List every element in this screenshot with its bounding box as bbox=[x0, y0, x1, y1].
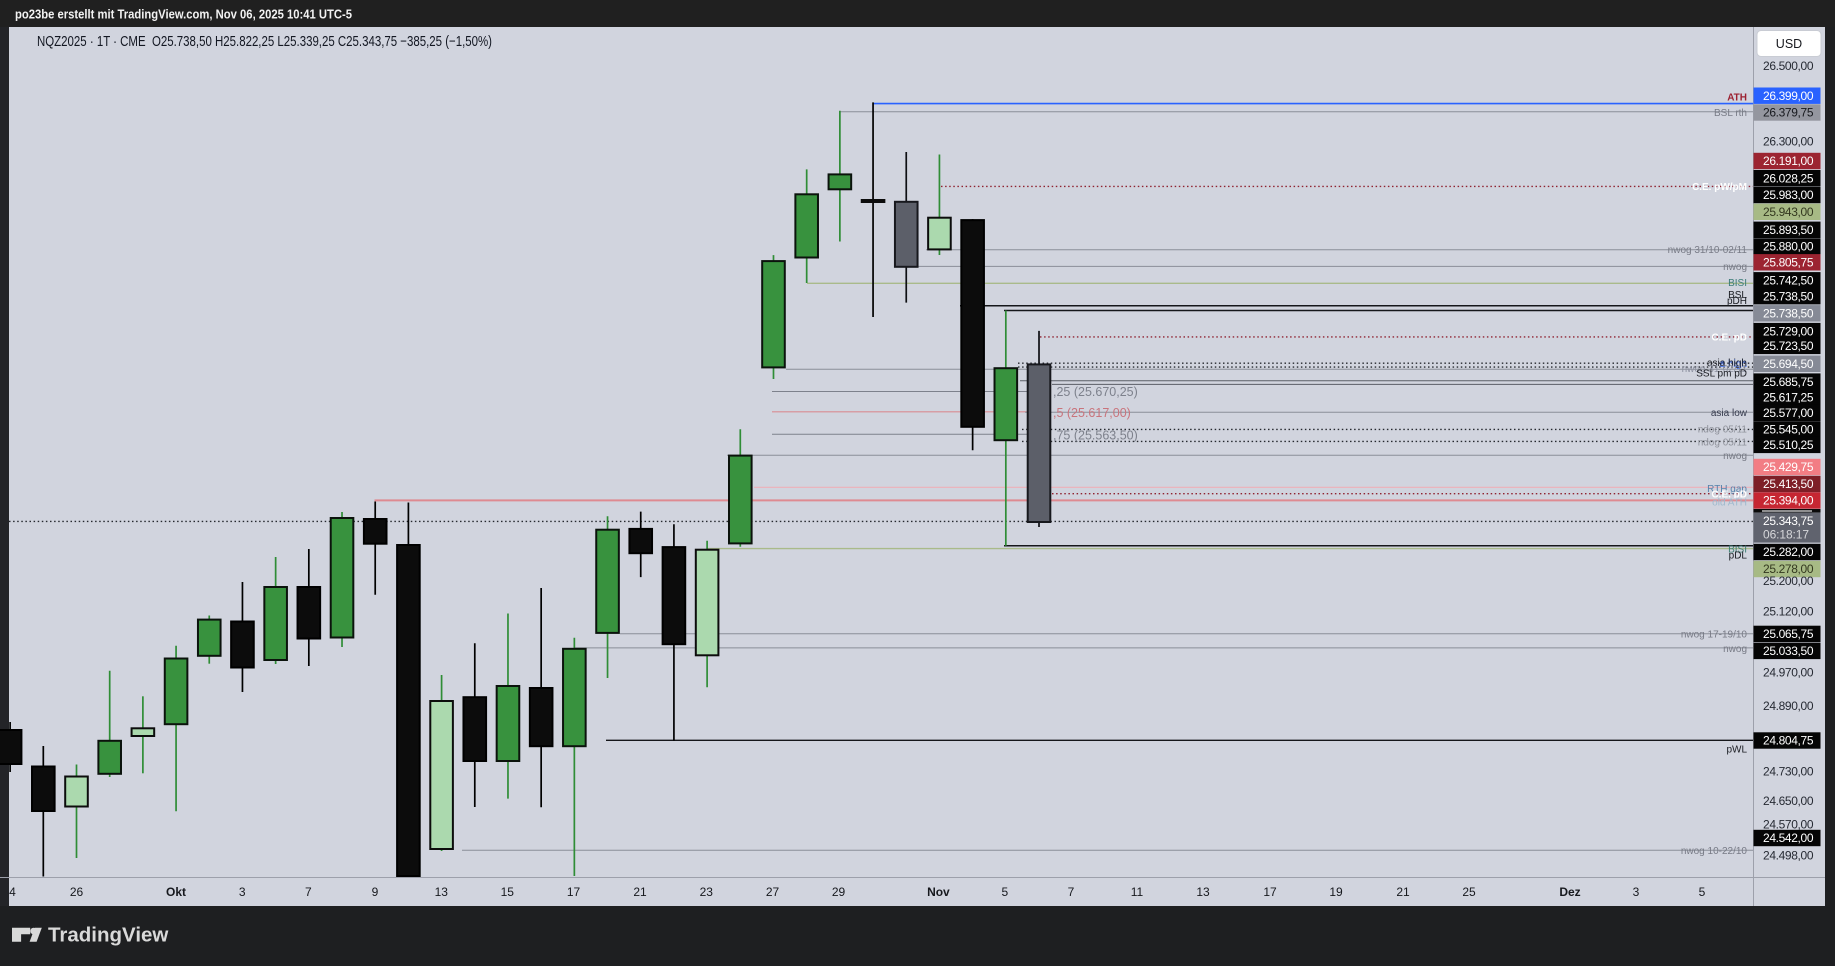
svg-text:25.545,00: 25.545,00 bbox=[1763, 423, 1814, 437]
svg-text:7: 7 bbox=[1068, 885, 1075, 899]
svg-text:26.379,75: 26.379,75 bbox=[1763, 106, 1814, 120]
svg-text:pWL: pWL bbox=[1726, 745, 1747, 756]
svg-text:po23be erstellt mit TradingVie: po23be erstellt mit TradingView.com, Nov… bbox=[15, 7, 352, 22]
svg-text:24.498,00: 24.498,00 bbox=[1763, 849, 1814, 863]
svg-text:25.805,75: 25.805,75 bbox=[1763, 256, 1814, 270]
svg-text:nwog: nwog bbox=[1723, 451, 1747, 462]
svg-text:,25 (25.670,25): ,25 (25.670,25) bbox=[1053, 385, 1138, 399]
svg-text:,75 (25.563,50): ,75 (25.563,50) bbox=[1053, 429, 1138, 443]
svg-text:C.E. pD: C.E. pD bbox=[1711, 332, 1747, 343]
svg-text:26.191,00: 26.191,00 bbox=[1763, 154, 1814, 168]
svg-text:25.120,00: 25.120,00 bbox=[1763, 605, 1814, 619]
svg-text:nwog 31/10-02/11: nwog 31/10-02/11 bbox=[1668, 245, 1748, 256]
svg-text:26.300,00: 26.300,00 bbox=[1763, 135, 1814, 149]
svg-text:BSL rth: BSL rth bbox=[1714, 108, 1747, 119]
svg-text:25: 25 bbox=[1462, 885, 1476, 899]
svg-text:25.729,00: 25.729,00 bbox=[1763, 324, 1814, 338]
svg-text:06:18:17: 06:18:17 bbox=[1763, 527, 1809, 541]
svg-text:7: 7 bbox=[305, 885, 312, 899]
svg-text:26.500,00: 26.500,00 bbox=[1763, 59, 1814, 73]
svg-text:ndog 05/11: ndog 05/11 bbox=[1698, 424, 1748, 435]
svg-text:USD: USD bbox=[1776, 37, 1802, 51]
svg-text:old ATH: old ATH bbox=[1712, 497, 1747, 508]
svg-text:SSL pm pD: SSL pm pD bbox=[1696, 368, 1747, 379]
svg-text:24.804,75: 24.804,75 bbox=[1763, 734, 1814, 748]
svg-text:25.413,50: 25.413,50 bbox=[1763, 477, 1814, 491]
svg-text:25.429,75: 25.429,75 bbox=[1763, 460, 1814, 474]
svg-text:asia high: asia high bbox=[1707, 358, 1747, 369]
svg-text:BISI: BISI bbox=[1728, 545, 1747, 556]
svg-text:21: 21 bbox=[633, 885, 647, 899]
svg-text:27: 27 bbox=[766, 885, 780, 899]
svg-text:4: 4 bbox=[9, 885, 16, 899]
svg-text:11: 11 bbox=[1131, 885, 1144, 899]
svg-text:25.033,50: 25.033,50 bbox=[1763, 644, 1814, 658]
svg-text:25.394,00: 25.394,00 bbox=[1763, 494, 1814, 508]
svg-text:pDH: pDH bbox=[1727, 296, 1747, 307]
svg-text:nwog 17-19/10: nwog 17-19/10 bbox=[1681, 629, 1748, 640]
svg-text:nwog 31-02/11: nwog 31-02/11 bbox=[1682, 364, 1748, 375]
svg-text:17: 17 bbox=[1263, 885, 1277, 899]
svg-text:ndog 05/11: ndog 05/11 bbox=[1698, 437, 1748, 448]
svg-text:C.E. pW/pM: C.E. pW/pM bbox=[1692, 182, 1747, 193]
svg-text:TradingView: TradingView bbox=[48, 924, 168, 947]
svg-text:asia low: asia low bbox=[1711, 408, 1748, 419]
svg-text:C.E. pD: C.E. pD bbox=[1711, 490, 1747, 501]
svg-text:3: 3 bbox=[1633, 885, 1640, 899]
svg-text:25.694,50: 25.694,50 bbox=[1763, 357, 1814, 371]
svg-text:24.970,00: 24.970,00 bbox=[1763, 666, 1814, 680]
svg-text:nwog: nwog bbox=[1723, 644, 1747, 655]
svg-text:Dez: Dez bbox=[1559, 885, 1580, 899]
svg-text:pDL: pDL bbox=[1729, 551, 1748, 562]
svg-text:13: 13 bbox=[435, 885, 449, 899]
svg-text:24.890,00: 24.890,00 bbox=[1763, 699, 1814, 713]
svg-text:nwog 10-22/10: nwog 10-22/10 bbox=[1681, 846, 1748, 857]
svg-text:5: 5 bbox=[1001, 885, 1008, 899]
svg-text:17: 17 bbox=[567, 885, 581, 899]
svg-text:24.650,00: 24.650,00 bbox=[1763, 794, 1814, 808]
svg-text:25.983,00: 25.983,00 bbox=[1763, 188, 1814, 202]
svg-text:25.510,25: 25.510,25 bbox=[1763, 438, 1814, 452]
svg-text:24.542,00: 24.542,00 bbox=[1763, 831, 1814, 845]
svg-text:25.278,00: 25.278,00 bbox=[1763, 562, 1814, 576]
svg-text:ATH: ATH bbox=[1727, 93, 1747, 104]
svg-text:25.943,00: 25.943,00 bbox=[1763, 205, 1814, 219]
svg-text:24.570,00: 24.570,00 bbox=[1763, 818, 1814, 832]
svg-text:25.577,00: 25.577,00 bbox=[1763, 406, 1814, 420]
svg-text:25.282,00: 25.282,00 bbox=[1763, 545, 1814, 559]
svg-text:13: 13 bbox=[1196, 885, 1210, 899]
svg-text:23: 23 bbox=[700, 885, 714, 899]
svg-text:25.742,50: 25.742,50 bbox=[1763, 274, 1814, 288]
svg-text:nwog: nwog bbox=[1723, 262, 1747, 273]
svg-text:RTH gap: RTH gap bbox=[1707, 484, 1747, 495]
svg-text:25.738,50: 25.738,50 bbox=[1763, 289, 1814, 303]
svg-text:25.200,00: 25.200,00 bbox=[1763, 574, 1814, 588]
svg-text:25.723,50: 25.723,50 bbox=[1763, 339, 1814, 353]
svg-text:25.685,75: 25.685,75 bbox=[1763, 375, 1814, 389]
svg-text:24.730,00: 24.730,00 bbox=[1763, 764, 1814, 778]
svg-text:21: 21 bbox=[1396, 885, 1410, 899]
svg-text:25.893,50: 25.893,50 bbox=[1763, 223, 1814, 237]
svg-text:a high: a high bbox=[1720, 359, 1747, 370]
svg-text:15: 15 bbox=[501, 885, 515, 899]
svg-text:26: 26 bbox=[70, 885, 84, 899]
svg-text:25.343,75: 25.343,75 bbox=[1763, 514, 1814, 528]
svg-text:BISI: BISI bbox=[1728, 278, 1747, 289]
svg-text:26.399,00: 26.399,00 bbox=[1763, 89, 1814, 103]
svg-text:,5 (25.617,00): ,5 (25.617,00) bbox=[1053, 406, 1131, 420]
svg-text:9: 9 bbox=[372, 885, 379, 899]
svg-text:25.617,25: 25.617,25 bbox=[1763, 390, 1814, 404]
svg-text:26.028,25: 26.028,25 bbox=[1763, 171, 1814, 185]
svg-text:25.880,00: 25.880,00 bbox=[1763, 240, 1814, 254]
svg-text:19: 19 bbox=[1329, 885, 1343, 899]
svg-text:Okt: Okt bbox=[166, 885, 186, 899]
svg-text:5: 5 bbox=[1699, 885, 1706, 899]
svg-text:NQZ2025 · 1T · CME O25.738,50: NQZ2025 · 1T · CME O25.738,50 H25.822,25… bbox=[37, 34, 492, 50]
svg-text:25.738,50: 25.738,50 bbox=[1763, 307, 1814, 321]
svg-text:25.065,75: 25.065,75 bbox=[1763, 627, 1814, 641]
svg-text:Nov: Nov bbox=[927, 885, 950, 899]
svg-text:BSL: BSL bbox=[1728, 290, 1747, 301]
svg-text:29: 29 bbox=[832, 885, 846, 899]
svg-text:3: 3 bbox=[239, 885, 246, 899]
